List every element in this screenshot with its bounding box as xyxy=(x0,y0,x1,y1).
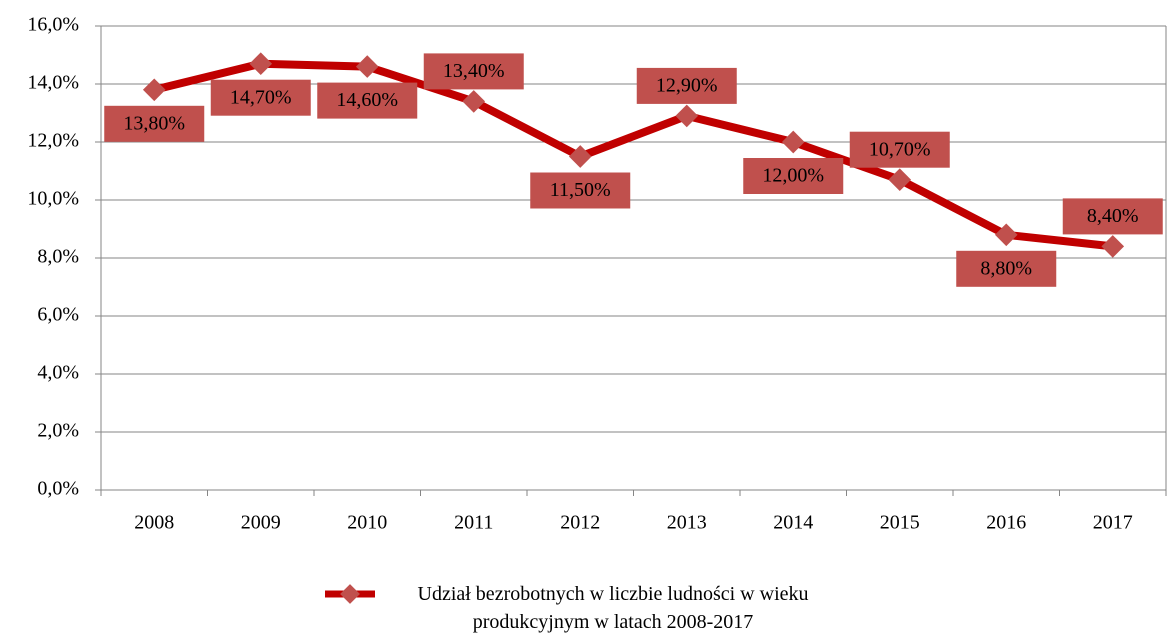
data-label: 13,40% xyxy=(443,60,505,82)
x-tick-label: 2012 xyxy=(560,512,600,534)
data-label-box xyxy=(210,79,311,116)
data-label: 12,00% xyxy=(762,165,824,187)
y-tick-label: 10,0% xyxy=(27,188,79,210)
x-tick-label: 2016 xyxy=(986,512,1026,534)
marker xyxy=(355,55,379,78)
data-label: 14,70% xyxy=(230,86,292,108)
data-label-box xyxy=(530,172,631,209)
x-tick-label: 2015 xyxy=(880,512,920,534)
data-label: 13,80% xyxy=(123,112,185,134)
marker xyxy=(675,104,699,128)
data-label-box xyxy=(849,131,950,168)
legend-label: Udział bezrobotnych w liczbie ludności w… xyxy=(417,583,809,633)
marker xyxy=(462,90,486,113)
x-tick-label: 2014 xyxy=(773,512,813,534)
x-tick-label: 2013 xyxy=(667,512,707,534)
x-tick-label: 2009 xyxy=(241,512,281,534)
data-label-box xyxy=(423,53,524,90)
y-tick-label: 8,0% xyxy=(37,246,79,268)
y-tick-label: 12,0% xyxy=(27,130,79,152)
data-label-box xyxy=(636,67,737,104)
data-label: 14,60% xyxy=(336,89,398,111)
x-tick-label: 2011 xyxy=(454,512,493,534)
x-tick-label: 2017 xyxy=(1093,512,1133,534)
data-label-box xyxy=(317,82,418,119)
y-tick-label: 6,0% xyxy=(37,304,79,326)
marker xyxy=(1101,235,1125,258)
y-tick-label: 14,0% xyxy=(27,72,79,94)
data-label: 12,90% xyxy=(656,74,718,96)
x-tick-label: 2008 xyxy=(134,512,174,534)
y-tick-label: 4,0% xyxy=(37,362,79,384)
series-line xyxy=(153,59,1114,251)
marker xyxy=(142,78,166,102)
marker xyxy=(249,52,273,76)
data-label: 11,50% xyxy=(550,179,611,201)
data-label-box xyxy=(104,105,205,142)
data-label: 8,40% xyxy=(1087,205,1139,227)
data-label: 10,70% xyxy=(869,138,931,160)
data-label-box xyxy=(956,250,1057,287)
legend-marker xyxy=(340,584,360,604)
y-tick-label: 0,0% xyxy=(37,478,79,500)
marker xyxy=(781,130,805,154)
data-label-box xyxy=(1062,198,1163,235)
data-label: 8,80% xyxy=(980,257,1032,279)
y-tick-label: 16,0% xyxy=(27,14,79,36)
data-label-box xyxy=(743,158,844,194)
x-tick-label: 2010 xyxy=(347,512,387,534)
y-tick-label: 2,0% xyxy=(37,420,79,442)
